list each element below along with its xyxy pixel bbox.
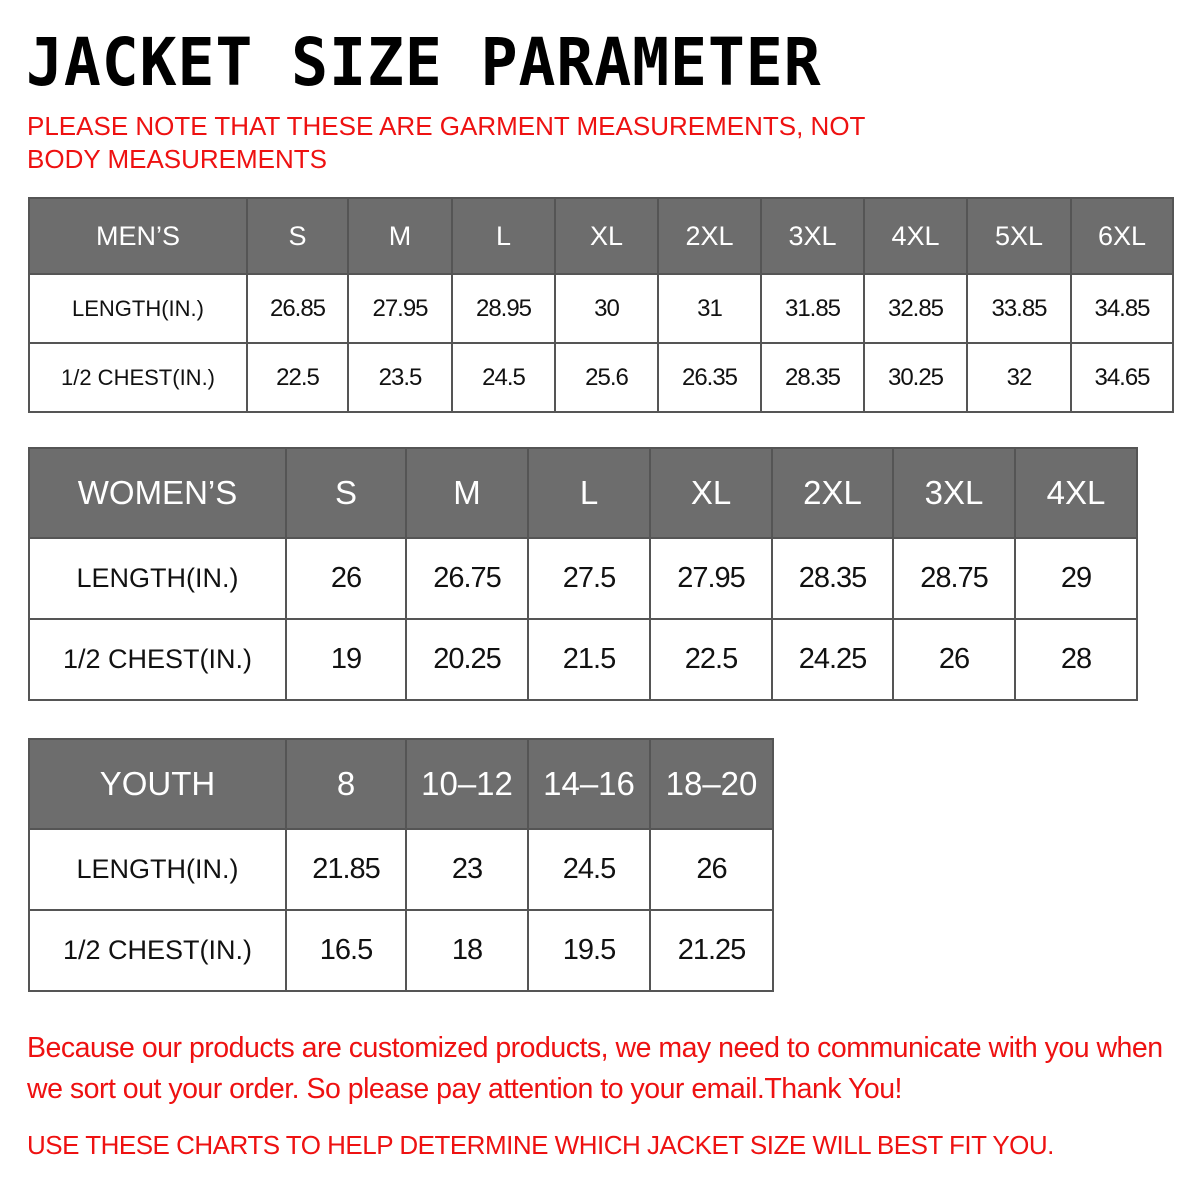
size-header: M bbox=[347, 197, 453, 275]
page-title: JACKET SIZE PARAMETER bbox=[26, 24, 822, 101]
size-header: 3XL bbox=[760, 197, 865, 275]
womens-size-table: WOMEN’S S M L XL 2XL 3XL 4XL LENGTH(IN.) 26 26.75 2… bbox=[28, 447, 1138, 701]
measurement-cell: 26.35 bbox=[657, 342, 762, 413]
category-header: MEN’S bbox=[28, 197, 248, 275]
table-row: LENGTH(IN.) 21.85 23 24.5 26 bbox=[28, 828, 774, 911]
size-header: L bbox=[527, 447, 651, 539]
size-header: 6XL bbox=[1070, 197, 1174, 275]
measurement-cell: 25.6 bbox=[554, 342, 659, 413]
size-header: 18–20 bbox=[649, 738, 774, 830]
row-label: 1/2 CHEST(IN.) bbox=[28, 342, 248, 413]
measurement-cell: 21.25 bbox=[649, 909, 774, 992]
measurement-cell: 26 bbox=[649, 828, 774, 911]
table-row: LENGTH(IN.) 26.85 27.95 28.95 30 31 31.85 32.85… bbox=[28, 273, 1174, 344]
measurement-cell: 27.5 bbox=[527, 537, 651, 620]
measurement-cell: 23 bbox=[405, 828, 529, 911]
size-header: XL bbox=[649, 447, 773, 539]
table-row: 1/2 CHEST(IN.) 22.5 23.5 24.5 25.6 26.35 28.35… bbox=[28, 342, 1174, 413]
measurement-cell: 31 bbox=[657, 273, 762, 344]
measurement-cell: 22.5 bbox=[246, 342, 349, 413]
row-label: LENGTH(IN.) bbox=[28, 828, 287, 911]
measurement-cell: 21.85 bbox=[285, 828, 407, 911]
table-row: 1/2 CHEST(IN.) 16.5 18 19.5 21.25 bbox=[28, 909, 774, 992]
measurement-cell: 16.5 bbox=[285, 909, 407, 992]
measurement-cell: 19 bbox=[285, 618, 407, 701]
measurement-cell: 32.85 bbox=[863, 273, 968, 344]
measurement-cell: 18 bbox=[405, 909, 529, 992]
size-header: 5XL bbox=[966, 197, 1072, 275]
mens-size-table: MEN’S S M L XL 2XL 3XL 4XL 5XL 6XL LENGTH(IN.) 26.8… bbox=[28, 197, 1174, 413]
measurement-cell: 22.5 bbox=[649, 618, 773, 701]
category-header: WOMEN’S bbox=[28, 447, 287, 539]
measurement-cell: 24.25 bbox=[771, 618, 894, 701]
measurement-cell: 19.5 bbox=[527, 909, 651, 992]
measurement-cell: 30.25 bbox=[863, 342, 968, 413]
category-header: YOUTH bbox=[28, 738, 287, 830]
size-header: L bbox=[451, 197, 556, 275]
table-header-row: YOUTH 8 10–12 14–16 18–20 bbox=[28, 738, 774, 830]
measurement-cell: 29 bbox=[1014, 537, 1138, 620]
table-row: LENGTH(IN.) 26 26.75 27.5 27.95 28.35 28.75 29 bbox=[28, 537, 1138, 620]
measurement-cell: 30 bbox=[554, 273, 659, 344]
measurement-cell: 24.5 bbox=[527, 828, 651, 911]
row-label: 1/2 CHEST(IN.) bbox=[28, 909, 287, 992]
table-header-row: MEN’S S M L XL 2XL 3XL 4XL 5XL 6XL bbox=[28, 197, 1174, 275]
customization-notice: Because our products are customized prod… bbox=[27, 1032, 1163, 1105]
measurement-cell: 26 bbox=[285, 537, 407, 620]
measurement-cell: 32 bbox=[966, 342, 1072, 413]
measurement-cell: 28.35 bbox=[760, 342, 865, 413]
size-header: XL bbox=[554, 197, 659, 275]
measurement-cell: 26.75 bbox=[405, 537, 529, 620]
size-header: 14–16 bbox=[527, 738, 651, 830]
size-header: 8 bbox=[285, 738, 407, 830]
table-row: 1/2 CHEST(IN.) 19 20.25 21.5 22.5 24.25 26 28 bbox=[28, 618, 1138, 701]
measurement-cell: 28.35 bbox=[771, 537, 894, 620]
measurement-cell: 33.85 bbox=[966, 273, 1072, 344]
measurement-cell: 28.75 bbox=[892, 537, 1016, 620]
measurement-note: PLEASE NOTE THAT THESE ARE GARMENT MEASU… bbox=[27, 111, 865, 174]
row-label: 1/2 CHEST(IN.) bbox=[28, 618, 287, 701]
measurement-cell: 26.85 bbox=[246, 273, 349, 344]
size-header: 2XL bbox=[657, 197, 762, 275]
measurement-cell: 20.25 bbox=[405, 618, 529, 701]
row-label: LENGTH(IN.) bbox=[28, 273, 248, 344]
measurement-cell: 31.85 bbox=[760, 273, 865, 344]
size-header: 3XL bbox=[892, 447, 1016, 539]
measurement-cell: 27.95 bbox=[347, 273, 453, 344]
measurement-cell: 28 bbox=[1014, 618, 1138, 701]
size-header: 4XL bbox=[863, 197, 968, 275]
row-label: LENGTH(IN.) bbox=[28, 537, 287, 620]
measurement-cell: 21.5 bbox=[527, 618, 651, 701]
size-header: 4XL bbox=[1014, 447, 1138, 539]
size-header: M bbox=[405, 447, 529, 539]
measurement-cell: 24.5 bbox=[451, 342, 556, 413]
measurement-cell: 34.65 bbox=[1070, 342, 1174, 413]
size-header: 10–12 bbox=[405, 738, 529, 830]
measurement-cell: 28.95 bbox=[451, 273, 556, 344]
size-header: S bbox=[285, 447, 407, 539]
size-header: S bbox=[246, 197, 349, 275]
youth-size-table: YOUTH 8 10–12 14–16 18–20 LENGTH(IN.) 21.85 23 2… bbox=[28, 738, 774, 992]
measurement-cell: 26 bbox=[892, 618, 1016, 701]
size-guide-notice: USE THESE CHARTS TO HELP DETERMINE WHICH… bbox=[27, 1130, 1054, 1160]
table-header-row: WOMEN’S S M L XL 2XL 3XL 4XL bbox=[28, 447, 1138, 539]
measurement-cell: 23.5 bbox=[347, 342, 453, 413]
size-header: 2XL bbox=[771, 447, 894, 539]
measurement-cell: 34.85 bbox=[1070, 273, 1174, 344]
measurement-cell: 27.95 bbox=[649, 537, 773, 620]
